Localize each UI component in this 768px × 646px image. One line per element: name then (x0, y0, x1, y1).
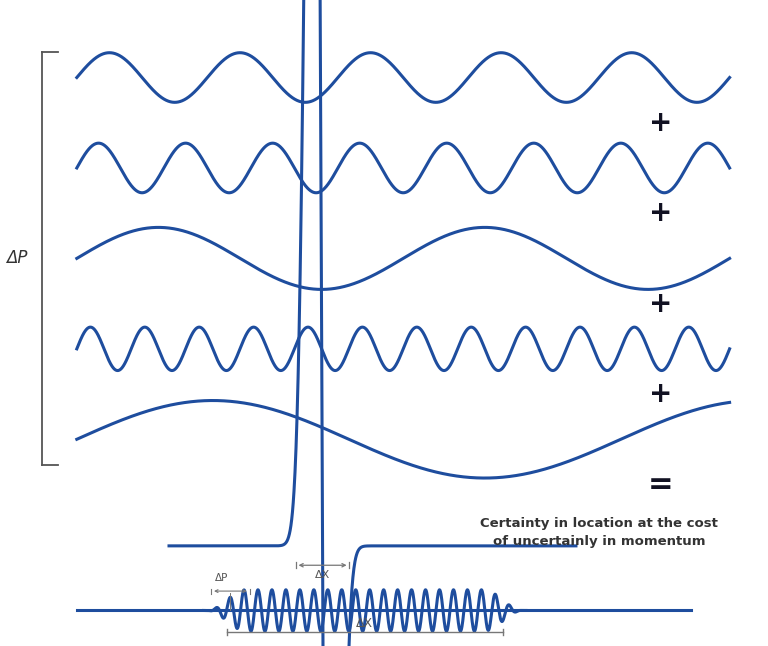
Text: ΔX: ΔX (356, 617, 373, 630)
Text: ΔP: ΔP (6, 249, 28, 267)
Text: ΔX: ΔX (315, 570, 330, 580)
Text: +: + (649, 199, 672, 227)
Text: ΔP: ΔP (215, 574, 228, 583)
Text: +: + (649, 380, 672, 408)
Text: =: = (647, 470, 674, 499)
Text: +: + (649, 289, 672, 318)
Text: Certainty in location at the cost
of uncertainly in momentum: Certainty in location at the cost of unc… (480, 517, 718, 548)
Text: +: + (649, 109, 672, 137)
